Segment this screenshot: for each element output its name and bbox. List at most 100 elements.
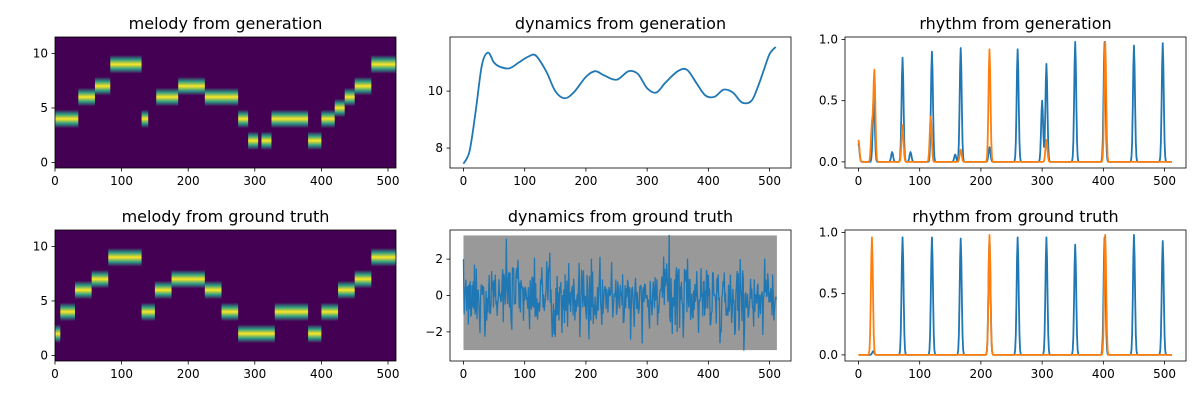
y-tick-label: 0 [40,156,48,170]
y-tick-label: 5 [40,101,48,115]
note-segment [354,76,372,96]
x-tick-label: 300 [636,174,659,188]
series-line [462,46,777,165]
x-tick-label: 300 [1031,174,1054,188]
plot-area [55,37,396,168]
subplot-2: dynamics from generation 0 100 200 300 400 500… [428,14,792,188]
note-segment [334,98,345,118]
series-line [858,234,1173,356]
x-tick-label: 300 [243,367,266,381]
chart-title: dynamics from generation [515,14,726,33]
note-segment [94,76,111,96]
note-segment [248,131,259,150]
plot-area [462,46,777,165]
x-tick-label: 500 [758,174,781,188]
note-segment [308,324,322,343]
note-segment [274,302,309,322]
x-tick-label: 100 [908,174,931,188]
note-segment [154,280,172,300]
x-tick-label: 400 [1092,174,1115,188]
note-segment [178,76,205,96]
x-tick-label: 200 [574,174,597,188]
plot-area [55,230,396,361]
plot-area [857,41,1173,163]
note-segment [338,280,355,300]
x-tick-label: 100 [513,174,536,188]
series-line [857,41,1173,163]
series-line [462,234,777,351]
plot-area [462,234,777,351]
x-tick-label: 200 [177,174,200,188]
x-tick-label: 200 [969,367,992,381]
x-tick-label: 100 [513,367,536,381]
series-line [858,234,1173,356]
x-tick-label: 400 [697,367,720,381]
y-tick-label: 0.5 [819,94,838,108]
series-line [857,41,1173,163]
note-segment [321,109,335,129]
note-segment [55,109,79,129]
note-segment [371,55,396,74]
y-tick-label: 10 [33,239,48,253]
y-tick-label: 2 [435,252,443,266]
x-tick-label: 0 [855,174,863,188]
axes-frame [449,36,792,169]
note-segment [321,302,339,322]
x-tick-label: 300 [1031,367,1054,381]
x-tick-label: 0 [51,367,59,381]
note-segment [91,269,109,289]
subplot-3: rhythm from generation 0 100 200 300 400 500 0.… [819,14,1187,188]
x-tick-label: 500 [377,367,400,381]
note-segment [204,280,222,300]
x-tick-label: 500 [1153,367,1176,381]
note-segment [110,55,142,74]
subplot-6: rhythm from ground truth 0 100 200 300 400 500… [819,207,1187,381]
plot-area [858,234,1173,356]
note-segment [156,87,179,107]
axes-frame [54,36,397,169]
note-segment [238,324,275,343]
note-segment [271,109,309,129]
x-tick-label: 0 [460,367,468,381]
chart-title: rhythm from ground truth [912,207,1118,226]
x-tick-label: 500 [1153,174,1176,188]
note-segment [344,87,355,107]
note-segment [221,302,239,322]
chart-title: dynamics from ground truth [508,207,733,226]
axes-frame [844,229,1187,362]
y-tick-label: 0 [40,349,48,363]
chart-title: melody from ground truth [122,207,330,226]
note-segment [78,87,95,107]
x-tick-label: 100 [110,174,133,188]
x-tick-label: 0 [51,174,59,188]
note-segment [354,269,372,289]
y-tick-label: 10 [33,46,48,60]
y-tick-label: 5 [40,294,48,308]
x-tick-label: 100 [908,367,931,381]
note-segment [74,280,92,300]
note-segment [141,302,155,322]
x-tick-label: 200 [574,367,597,381]
note-segment [371,248,396,267]
x-tick-label: 200 [969,174,992,188]
note-segment [141,109,149,129]
x-tick-label: 0 [460,174,468,188]
x-tick-label: 400 [310,367,333,381]
axes-frame [844,36,1187,169]
y-tick-label: 10 [428,84,443,98]
axes-frame [54,229,397,362]
subplot-1: melody from generation 0 100 200 300 400 500 0 5… [33,14,400,188]
y-tick-label: 1.0 [819,32,838,46]
subplot-5: dynamics from ground truth 0 100 200 300 400 5… [425,207,792,381]
y-tick-label: 0.0 [819,348,838,362]
x-tick-label: 300 [636,367,659,381]
x-tick-label: 400 [310,174,333,188]
x-tick-label: 0 [855,367,863,381]
x-tick-label: 400 [1092,367,1115,381]
note-segment [55,324,61,343]
chart-title: rhythm from generation [919,14,1111,33]
y-tick-label: 8 [435,141,443,155]
x-tick-label: 400 [697,174,720,188]
note-segment [238,109,249,129]
